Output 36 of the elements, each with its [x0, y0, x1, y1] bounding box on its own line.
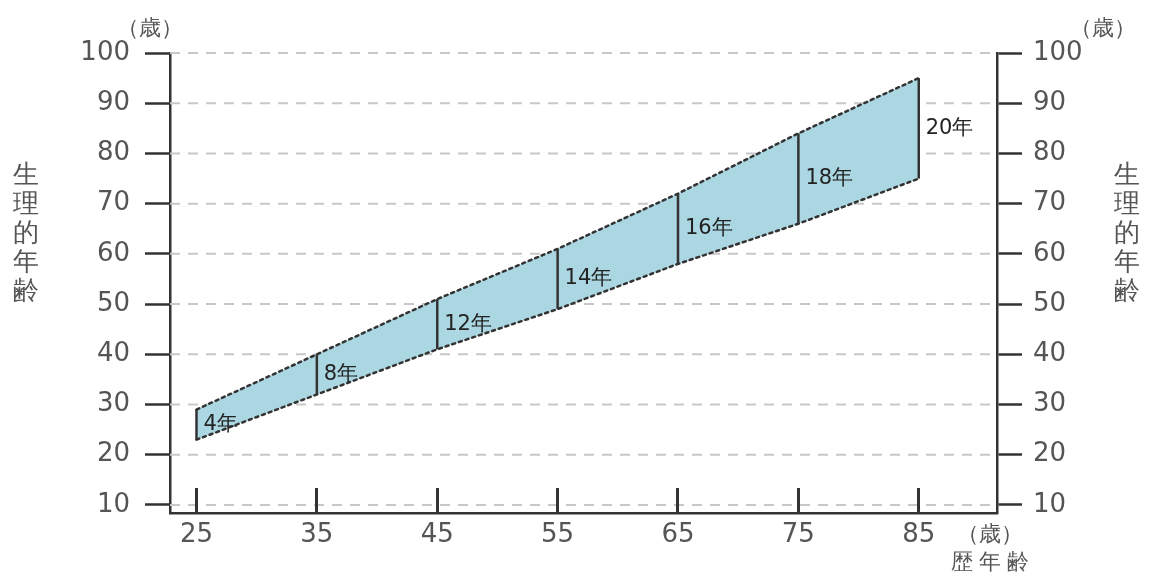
x-axis-title: 歴年齢	[951, 549, 1035, 574]
y2-tick-label: 20	[1033, 437, 1067, 468]
x-tick-label: 75	[781, 518, 815, 549]
y2-axis-title: 生理的年齢	[1113, 159, 1141, 305]
y-tick-label: 70	[96, 186, 130, 217]
y2-tick-label: 80	[1033, 136, 1067, 167]
annotation: 16年	[685, 215, 733, 240]
x-tick-label: 25	[179, 518, 214, 549]
y-tick-label: 60	[96, 236, 130, 267]
annotation: 4年	[203, 411, 238, 436]
annotation: 14年	[564, 265, 613, 290]
annotation: 20年	[925, 114, 974, 139]
y-tick-label: 40	[96, 337, 130, 368]
y2-tick-label: 10	[1033, 487, 1067, 518]
y2-tick-label: 30	[1033, 387, 1067, 418]
x-tick-label: 65	[661, 518, 695, 549]
annotation: 18年	[805, 165, 854, 189]
y-tick-label: 30	[96, 387, 130, 418]
y-tick-label: 90	[96, 85, 130, 116]
y-tick-label: 50	[96, 286, 130, 317]
text: （歳）	[957, 521, 1023, 546]
x-tick-label: 35	[300, 518, 334, 549]
y2-tick-label: 40	[1033, 337, 1067, 368]
y-tick-label: 80	[96, 136, 130, 167]
y-tick-label: 10	[96, 487, 130, 518]
x-tick-label: 55	[541, 518, 575, 549]
x-tick-label: 85	[902, 518, 936, 549]
y2-tick-label: 90	[1033, 85, 1067, 116]
y-axis-title: 生理的年齢	[12, 159, 40, 305]
x-tick-label: 45	[420, 518, 454, 549]
y2-tick-label: 60	[1033, 236, 1067, 267]
y2-tick-label: 50	[1033, 286, 1067, 317]
annotation: 8年	[323, 360, 359, 385]
annotation: 12年	[444, 310, 492, 335]
y-tick-label: 20	[96, 437, 130, 468]
y2-tick-label: 70	[1033, 186, 1067, 217]
